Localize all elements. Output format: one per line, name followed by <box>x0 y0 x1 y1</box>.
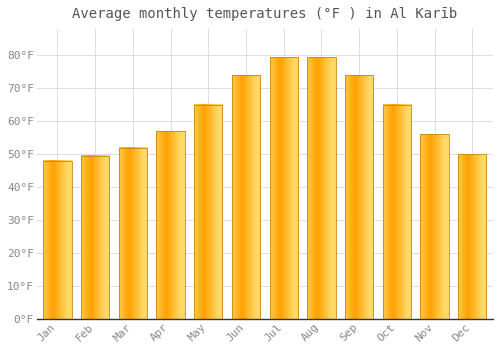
Bar <box>194 105 222 319</box>
Title: Average monthly temperatures (°F ) in Al Karīb: Average monthly temperatures (°F ) in Al… <box>72 7 458 21</box>
Bar <box>270 57 298 319</box>
Bar <box>308 57 336 319</box>
Bar <box>345 75 374 319</box>
Bar <box>118 148 147 319</box>
Bar <box>458 154 486 319</box>
Bar <box>156 131 184 319</box>
Bar <box>382 105 411 319</box>
Bar <box>232 75 260 319</box>
Bar <box>420 134 448 319</box>
Bar <box>81 156 110 319</box>
Bar <box>44 161 72 319</box>
